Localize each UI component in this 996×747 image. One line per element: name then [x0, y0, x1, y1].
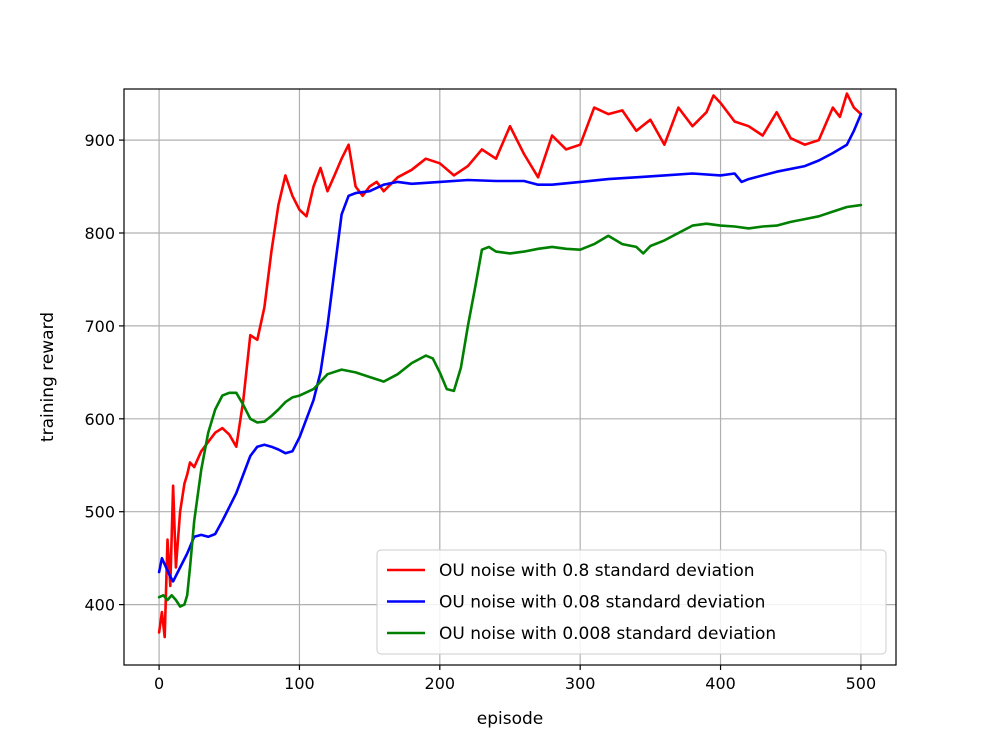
x-tick-label: 100 — [284, 674, 315, 693]
y-tick-label: 400 — [84, 596, 115, 615]
y-tick-label: 500 — [84, 503, 115, 522]
x-axis: 0 100 200 300 400 500 — [154, 665, 876, 693]
legend-box — [376, 549, 887, 655]
y-tick-label: 800 — [84, 224, 115, 243]
series-line-1 — [157, 112, 863, 583]
plot-frame — [123, 88, 897, 666]
x-tick-label: 0 — [154, 674, 164, 693]
x-tick-label: 200 — [425, 674, 456, 693]
x-tick-label: 400 — [705, 674, 736, 693]
series-line-2 — [157, 203, 863, 608]
x-tick-label: 300 — [565, 674, 596, 693]
x-tick-label: 500 — [846, 674, 877, 693]
y-tick-label: 900 — [84, 131, 115, 150]
y-axis: 400 500 600 700 800 900 — [84, 131, 124, 615]
legend-label-0: OU noise with 0.8 standard deviation — [439, 561, 755, 581]
y-tick-label: 700 — [84, 317, 115, 336]
x-axis-label: episode — [477, 709, 543, 729]
legend-label-1: OU noise with 0.08 standard deviation — [439, 593, 765, 613]
series-lines — [157, 92, 863, 639]
y-tick-label: 600 — [84, 410, 115, 429]
legend: OU noise with 0.8 standard deviation OU n… — [376, 549, 887, 655]
y-axis-label: training reward — [38, 312, 58, 442]
legend-label-2: OU noise with 0.008 standard deviation — [439, 624, 776, 644]
